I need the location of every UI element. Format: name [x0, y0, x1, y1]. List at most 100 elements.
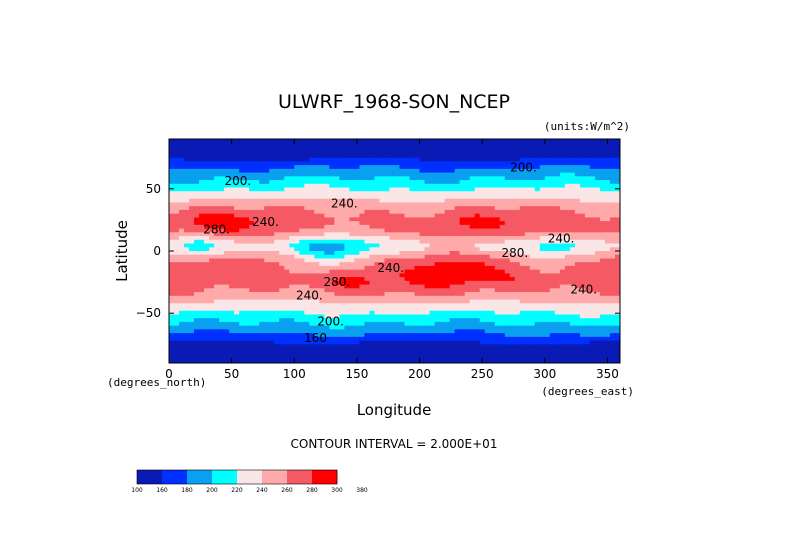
field-cell — [599, 228, 606, 233]
field-cell — [369, 318, 376, 323]
field-cell — [299, 232, 305, 237]
field-cell — [294, 191, 300, 196]
field-cell — [479, 183, 486, 189]
field-cell — [519, 262, 526, 267]
field-cell — [179, 183, 185, 189]
field-cell — [319, 232, 325, 237]
field-cell — [559, 198, 566, 204]
field-cell — [579, 251, 586, 256]
field-cell — [514, 236, 521, 241]
field-cell — [539, 284, 546, 289]
field-cell — [389, 142, 396, 148]
field-cell — [289, 217, 295, 222]
field-cell — [569, 209, 576, 215]
field-cell — [209, 277, 215, 282]
field-cell — [604, 295, 611, 301]
field-cell — [534, 228, 541, 233]
field-cell — [524, 336, 531, 342]
field-cell — [284, 191, 290, 196]
field-cell — [569, 303, 576, 308]
field-cell — [459, 168, 466, 174]
field-cell — [279, 247, 285, 252]
field-cell — [514, 187, 521, 192]
field-cell — [324, 206, 330, 211]
field-cell — [559, 146, 566, 151]
field-cell — [524, 236, 531, 241]
field-cell — [489, 187, 496, 192]
field-cell — [594, 191, 601, 196]
field-cell — [319, 299, 325, 304]
field-cell — [264, 243, 270, 248]
field-cell — [574, 251, 581, 256]
field-cell — [559, 165, 566, 170]
field-cell — [554, 251, 561, 256]
field-cell — [304, 217, 310, 222]
field-cell — [574, 254, 581, 260]
field-cell — [434, 165, 441, 170]
field-cell — [199, 168, 205, 174]
field-cell — [514, 150, 521, 155]
field-cell — [414, 146, 421, 151]
field-cell — [534, 292, 541, 297]
field-cell — [534, 206, 541, 211]
field-cell — [504, 228, 511, 233]
field-cell — [219, 198, 225, 204]
field-cell — [549, 333, 556, 338]
field-cell — [184, 269, 190, 274]
field-cell — [539, 206, 546, 211]
field-cell — [234, 139, 240, 144]
field-cell — [414, 202, 421, 207]
field-cell — [384, 191, 391, 196]
field-cell — [289, 321, 295, 327]
field-cell — [169, 236, 175, 241]
field-cell — [414, 183, 421, 189]
field-cell — [264, 228, 270, 233]
field-cell — [244, 165, 250, 170]
field-cell — [509, 251, 516, 256]
field-cell — [234, 228, 240, 233]
field-cell — [189, 228, 195, 233]
field-cell — [504, 284, 511, 289]
field-cell — [504, 172, 511, 177]
field-cell — [399, 202, 406, 207]
field-cell — [504, 318, 511, 323]
field-cell — [484, 277, 491, 282]
field-cell — [444, 299, 451, 304]
field-cell — [279, 314, 285, 319]
field-cell — [469, 191, 476, 196]
field-cell — [304, 228, 310, 233]
field-cell — [244, 258, 250, 263]
field-cell — [599, 314, 606, 319]
field-cell — [264, 265, 270, 271]
field-cell — [549, 187, 556, 192]
field-cell — [474, 198, 481, 204]
field-cell — [614, 146, 620, 151]
field-cell — [459, 269, 466, 274]
field-cell — [479, 321, 486, 327]
field-cell — [434, 161, 441, 166]
field-cell — [424, 329, 431, 334]
field-cell — [504, 299, 511, 304]
field-cell — [329, 139, 335, 144]
field-cell — [334, 307, 340, 312]
field-cell — [419, 195, 426, 200]
field-cell — [234, 209, 240, 215]
field-cell — [574, 191, 581, 196]
field-cell — [564, 239, 571, 245]
field-cell — [349, 325, 356, 330]
field-cell — [189, 321, 195, 327]
field-cell — [514, 228, 521, 233]
field-cell — [499, 269, 506, 274]
field-cell — [534, 180, 541, 185]
field-cell — [189, 195, 195, 200]
field-cell — [339, 318, 345, 323]
field-cell — [594, 321, 601, 327]
field-cell — [309, 336, 315, 342]
field-cell — [399, 243, 406, 248]
field-cell — [309, 213, 315, 218]
field-cell — [594, 325, 601, 330]
field-cell — [614, 284, 620, 289]
field-cell — [169, 265, 175, 271]
field-cell — [244, 273, 250, 278]
field-cell — [429, 209, 436, 215]
